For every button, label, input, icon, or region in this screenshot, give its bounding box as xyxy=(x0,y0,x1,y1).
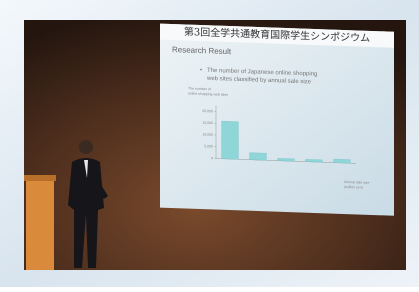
y-tick-label: 20,000 xyxy=(202,109,213,113)
podium-top xyxy=(24,175,56,181)
photo-frame: 第3回全学共通教育国際学生シンポジウム Research Result • Th… xyxy=(0,0,419,287)
bar xyxy=(278,158,295,161)
y-tick-label: 5,000 xyxy=(204,144,213,148)
podium-body xyxy=(26,178,54,270)
page: 第3回全学共通教育国際学生シンポジウム Research Result • Th… xyxy=(0,0,419,287)
y-tick-label: 15,000 xyxy=(202,121,213,125)
x-axis-label: (million yen) xyxy=(344,185,363,190)
podium xyxy=(24,175,56,270)
bar xyxy=(306,159,323,162)
head xyxy=(79,140,93,154)
bar xyxy=(334,159,351,163)
bar xyxy=(250,153,267,161)
y-tick-label: 0 xyxy=(211,156,213,160)
y-tick-label: 10,000 xyxy=(202,132,213,136)
bar xyxy=(222,121,239,159)
bullet-dot: • xyxy=(200,68,202,74)
slide: 第3回全学共通教育国際学生シンポジウム Research Result • Th… xyxy=(160,24,394,216)
y-axis-label: The number of xyxy=(188,86,211,91)
